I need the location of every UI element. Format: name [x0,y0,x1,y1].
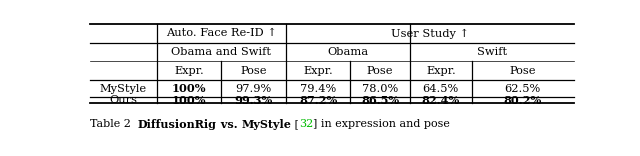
Text: Swift: Swift [477,47,507,57]
Text: Pose: Pose [509,66,536,76]
Text: MyStyle: MyStyle [241,119,291,130]
Text: 100%: 100% [172,95,206,106]
Text: 87.2%: 87.2% [299,95,337,106]
Text: User Study ↑: User Study ↑ [390,28,468,39]
Text: 62.5%: 62.5% [504,84,541,94]
Text: Obama and Swift: Obama and Swift [172,47,271,57]
Text: 79.4%: 79.4% [300,84,336,94]
Text: ] in expression and pose: ] in expression and pose [314,119,450,129]
Text: Expr.: Expr. [174,66,204,76]
Text: 100%: 100% [172,83,206,94]
Text: Expr.: Expr. [426,66,456,76]
Text: Table 2: Table 2 [90,119,131,129]
Text: Obama: Obama [327,47,369,57]
Text: Expr.: Expr. [303,66,333,76]
Text: 82.4%: 82.4% [422,95,460,106]
Text: 32: 32 [299,119,314,129]
Text: Pose: Pose [241,66,267,76]
Text: 99.3%: 99.3% [234,95,273,106]
Text: DiffusionRig: DiffusionRig [138,119,217,130]
Text: 64.5%: 64.5% [422,84,459,94]
Text: 80.2%: 80.2% [504,95,542,106]
Text: 97.9%: 97.9% [236,84,272,94]
Text: vs.: vs. [217,119,241,130]
Text: MyStyle: MyStyle [100,84,147,94]
Text: [: [ [291,119,299,129]
Text: Auto. Face Re-ID ↑: Auto. Face Re-ID ↑ [166,28,276,38]
Text: 86.5%: 86.5% [361,95,399,106]
Text: Ours: Ours [109,95,138,105]
Text: 78.0%: 78.0% [362,84,398,94]
Text: Pose: Pose [367,66,394,76]
